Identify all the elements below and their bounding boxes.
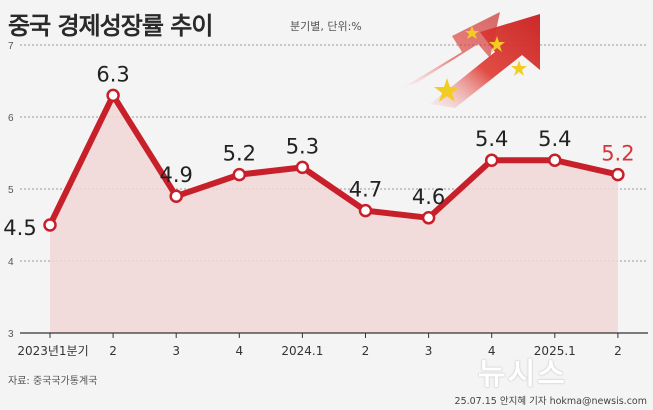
x-tick-label: 2 <box>362 344 370 358</box>
x-tick-label: 4 <box>488 344 496 358</box>
data-label: 5.4 <box>538 127 571 151</box>
x-tick-label: 2023년1분기 <box>17 344 88 358</box>
data-label: 4.6 <box>412 185 445 209</box>
series-line <box>47 92 621 228</box>
data-point <box>548 153 562 167</box>
x-tick-label: 2 <box>614 344 622 358</box>
x-tick-label: 3 <box>172 344 180 358</box>
data-point <box>169 189 183 203</box>
source-note: 자료: 중국국가통계국 <box>8 376 98 387</box>
y-tick-label: 4 <box>8 257 14 268</box>
data-point <box>358 203 373 218</box>
china-flag-rising-arrow-icon <box>402 12 540 108</box>
data-label: 4.5 <box>3 216 36 240</box>
data-point <box>484 153 499 167</box>
area-fill <box>50 95 618 334</box>
credit-line: 25.07.15 안지혜 기자 hokma@newsis.com <box>454 396 647 407</box>
data-label: 5.4 <box>475 127 508 151</box>
x-tick-label: 3 <box>425 344 433 358</box>
x-tick-label: 4 <box>235 344 243 358</box>
data-label: 5.2 <box>601 142 634 166</box>
data-point <box>421 211 436 225</box>
y-tick-label: 7 <box>8 41 14 52</box>
data-label: 4.7 <box>349 178 382 202</box>
x-tick-label: 2025.1 <box>534 344 576 358</box>
y-tick-label: 3 <box>8 329 14 340</box>
y-tick-label: 5 <box>8 185 14 196</box>
x-tick-label: 2 <box>109 344 117 358</box>
data-point <box>43 218 57 232</box>
unit-label: 분기별, 단위:% <box>290 20 362 33</box>
data-label: 4.9 <box>159 163 192 187</box>
data-label: 5.2 <box>223 142 256 166</box>
watermark-logo: 뉴시스 <box>478 357 567 392</box>
data-point <box>295 160 310 175</box>
chart-title: 중국 경제성장률 추이 <box>8 12 213 40</box>
y-tick-label: 6 <box>8 113 14 124</box>
data-label: 6.3 <box>96 62 129 86</box>
data-label: 5.3 <box>286 134 319 158</box>
x-tick-label: 2024.1 <box>281 344 323 358</box>
data-point <box>232 167 247 182</box>
data-point <box>106 88 120 103</box>
data-point <box>611 167 625 182</box>
